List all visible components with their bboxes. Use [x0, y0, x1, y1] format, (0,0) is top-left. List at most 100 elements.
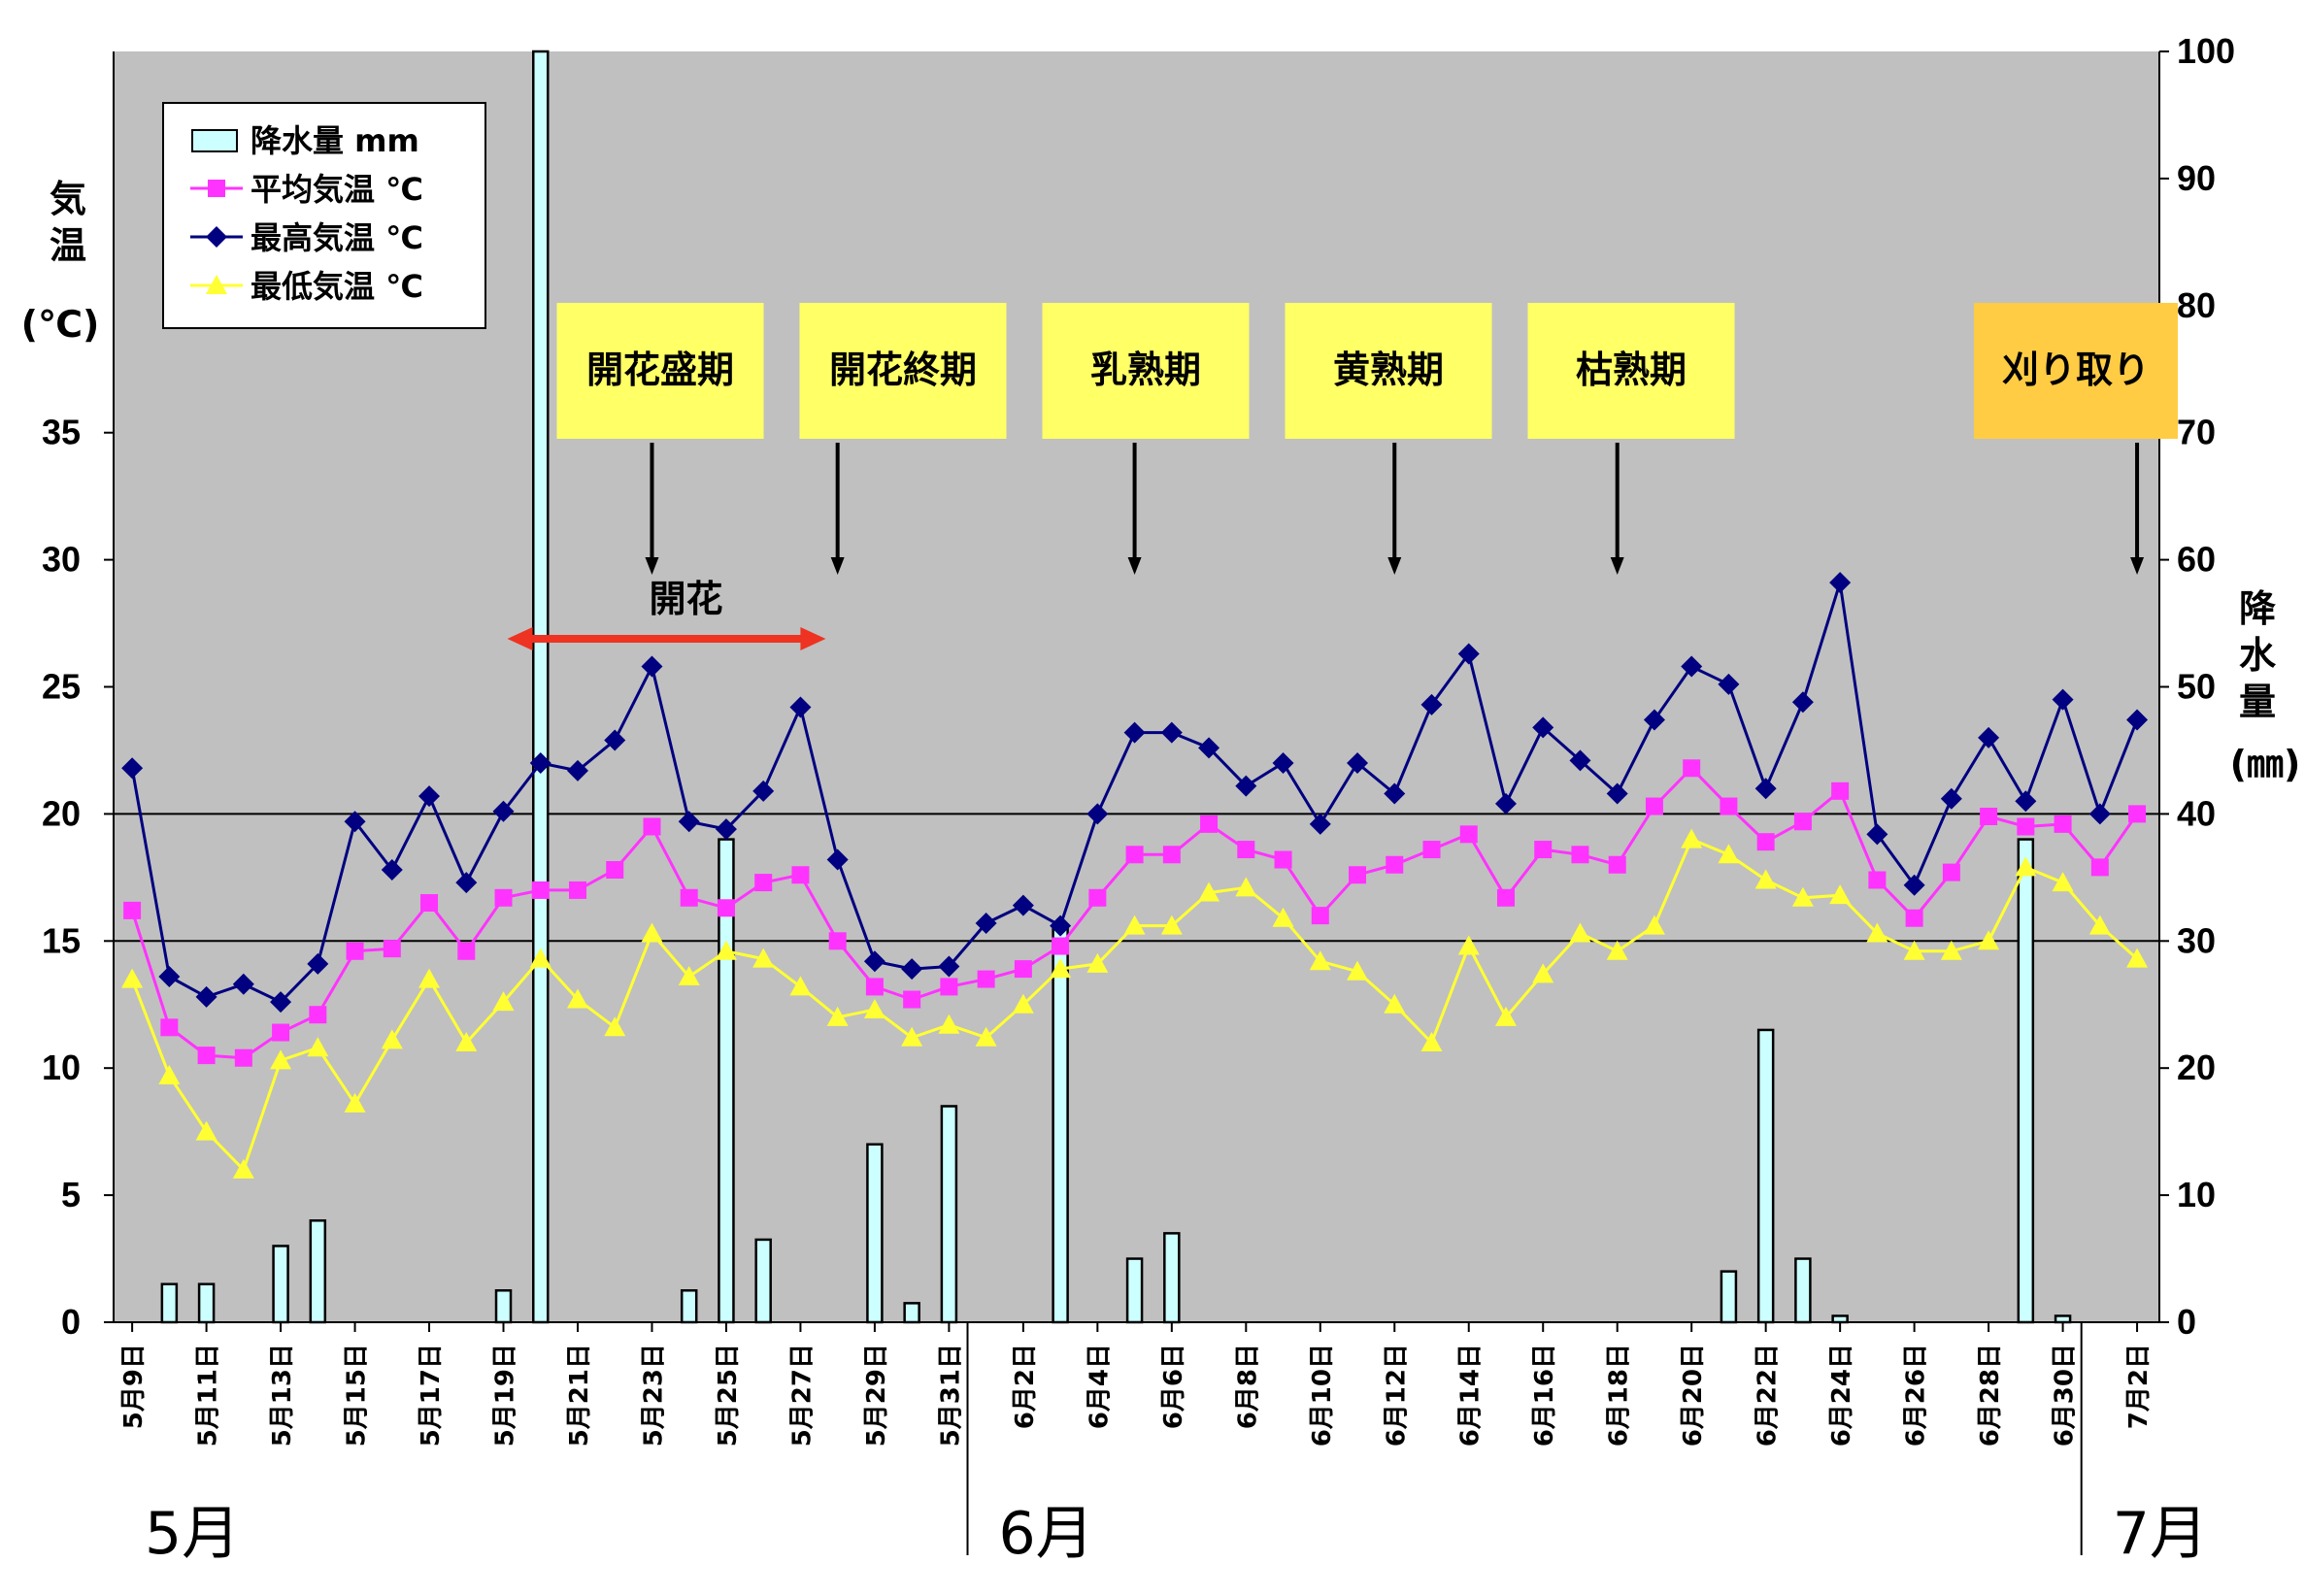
series-marker — [604, 1016, 626, 1037]
series-marker — [158, 965, 181, 987]
right-tick-label: 40 — [2177, 793, 2216, 833]
flowering-label: 開花 — [649, 578, 722, 620]
series-marker — [2054, 815, 2072, 833]
series-marker — [791, 866, 810, 884]
stage-label: 乳熟期 — [1090, 349, 1201, 391]
legend-symbol-marker — [208, 180, 225, 197]
stage-box — [556, 303, 764, 439]
left-tick-label: 0 — [61, 1302, 81, 1342]
stage-label: 刈り取り — [2002, 349, 2150, 391]
stage-box — [1974, 303, 2178, 439]
series-marker — [492, 800, 515, 822]
series-marker — [1274, 850, 1292, 869]
x-tick-label: 6月24日 — [1827, 1344, 1856, 1446]
right-tick-label: 80 — [2177, 285, 2216, 325]
stage-arrow-head — [2130, 557, 2145, 575]
left-tick-label: 30 — [42, 540, 81, 580]
series-marker — [346, 942, 364, 960]
series-marker — [1496, 888, 1515, 907]
series-marker — [1903, 874, 1925, 896]
series-marker — [1791, 886, 1814, 907]
series-marker — [1235, 775, 1257, 797]
series-marker — [418, 968, 441, 988]
series-marker — [680, 888, 698, 907]
series-marker — [234, 1048, 252, 1067]
series-marker — [643, 817, 661, 836]
series-marker — [1534, 841, 1553, 859]
series-marker — [2015, 790, 2037, 813]
series-marker — [1793, 813, 1812, 831]
stage-arrow-head — [1127, 557, 1142, 575]
series-marker — [865, 978, 884, 996]
right-axis-title: 水 — [2239, 634, 2277, 677]
series-marker — [1422, 841, 1441, 859]
series-marker — [195, 1120, 217, 1141]
series-marker — [1756, 833, 1775, 851]
series-marker — [1718, 844, 1740, 864]
series-marker — [420, 894, 439, 913]
series-marker — [195, 985, 217, 1008]
right-tick-label: 60 — [2177, 540, 2216, 580]
series-marker — [1162, 846, 1181, 864]
series-marker — [1681, 828, 1703, 848]
legend-symbol-precipitation — [191, 129, 238, 152]
precipitation-bar — [197, 1282, 216, 1324]
series-marker — [1606, 940, 1628, 960]
x-tick-label: 6月6日 — [1159, 1344, 1188, 1429]
x-tick-label: 6月14日 — [1456, 1344, 1486, 1446]
stage-box — [799, 303, 1007, 439]
series-marker — [1198, 881, 1220, 902]
series-marker — [828, 932, 847, 950]
series-marker — [1086, 803, 1109, 825]
series-marker — [1494, 792, 1517, 815]
series-marker — [1791, 691, 1814, 714]
month-label: 7月 — [2113, 1500, 2208, 1568]
precipitation-bar — [1163, 1232, 1181, 1324]
series-marker — [307, 1037, 329, 1057]
x-tick-label: 6月2日 — [1011, 1344, 1040, 1429]
right-axis-unit: (㎜) — [2230, 743, 2301, 785]
precipitation-bar — [1052, 926, 1069, 1324]
series-marker — [383, 940, 401, 958]
series-marker — [232, 1158, 254, 1179]
series-marker — [826, 848, 849, 871]
series-marker — [1905, 909, 1923, 927]
series-marker — [270, 1049, 292, 1070]
series-marker — [1831, 781, 1850, 800]
series-marker — [641, 655, 663, 678]
series-marker — [1903, 940, 1925, 960]
series-marker — [1606, 782, 1628, 805]
series-marker — [606, 860, 624, 879]
stage-arrow-head — [645, 557, 659, 575]
series-marker — [1160, 914, 1183, 935]
x-tick-label: 5月13日 — [268, 1344, 297, 1446]
series-marker — [1645, 797, 1663, 815]
series-marker — [1571, 846, 1589, 864]
series-marker — [1347, 752, 1369, 775]
series-marker — [1940, 940, 1962, 960]
series-marker — [2088, 914, 2111, 935]
series-marker — [1123, 914, 1146, 935]
x-tick-label: 6月16日 — [1530, 1344, 1559, 1446]
series-marker — [1718, 673, 1740, 695]
right-tick-label: 90 — [2177, 158, 2216, 198]
legend-label: 平均気温 ℃ — [251, 171, 423, 208]
series-marker — [938, 955, 960, 978]
series-marker — [1683, 759, 1701, 778]
series-marker — [1829, 572, 1852, 594]
x-tick-label: 5月9日 — [119, 1344, 149, 1429]
series-marker — [1643, 709, 1665, 731]
series-marker — [1866, 922, 1888, 943]
series-marker — [457, 942, 476, 960]
right-tick-label: 50 — [2177, 667, 2216, 707]
x-tick-label: 5月29日 — [862, 1344, 891, 1446]
series-marker — [754, 874, 773, 892]
precipitation-bar — [940, 1105, 958, 1324]
series-marker — [2128, 805, 2147, 823]
x-tick-label: 6月20日 — [1679, 1344, 1708, 1446]
series-marker — [863, 950, 885, 973]
series-marker — [1980, 808, 1998, 826]
series-marker — [232, 973, 254, 995]
legend-label: 最低気温 ℃ — [251, 268, 423, 305]
series-marker — [568, 881, 586, 899]
